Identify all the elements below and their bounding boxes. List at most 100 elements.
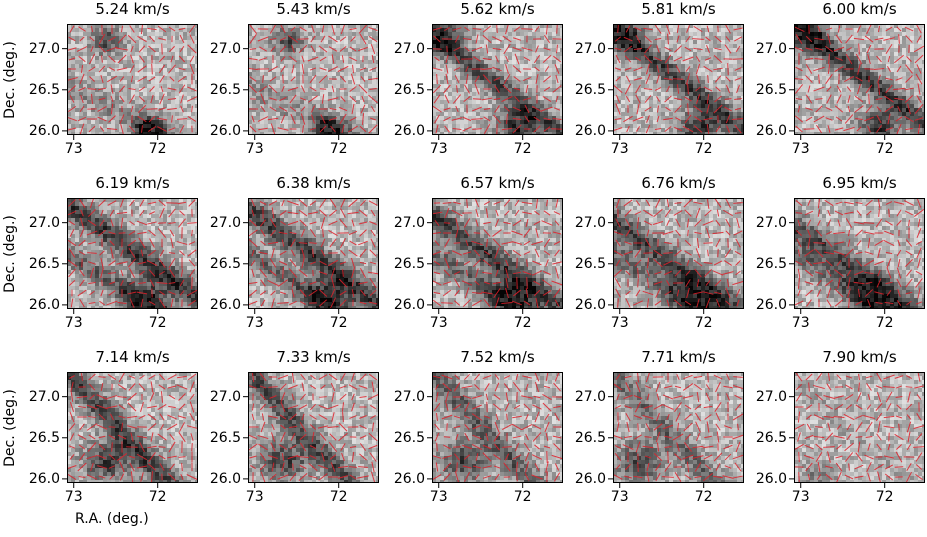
vector-segment [432,48,442,50]
intensity-pixel [364,76,369,81]
intensity-pixel [701,48,706,53]
intensity-pixel [336,116,341,121]
intensity-pixel [810,92,815,97]
intensity-pixel [637,96,642,101]
intensity-pixel [794,68,799,73]
intensity-pixel [179,32,184,37]
vector-segment [553,55,561,63]
intensity-pixel [818,68,823,73]
intensity-pixel [268,60,273,65]
intensity-pixel [520,28,525,33]
intensity-pixel [613,24,618,29]
intensity-pixel [328,40,333,45]
intensity-pixel [862,72,867,77]
intensity-pixel [356,80,361,85]
intensity-pixel [123,104,128,109]
intensity-pixel [135,32,140,37]
intensity-pixel [328,100,333,105]
intensity-pixel [344,104,349,109]
intensity-pixel [613,120,618,125]
intensity-pixel [292,24,297,29]
intensity-pixel [324,96,329,101]
vector-segment [667,33,669,45]
intensity-pixel [107,80,112,85]
intensity-pixel [484,56,489,61]
intensity-pixel [838,92,843,97]
intensity-pixel [665,36,670,41]
intensity-pixel [111,128,116,133]
intensity-pixel [107,52,112,57]
intensity-pixel [268,104,273,109]
intensity-pixel [440,108,445,113]
intensity-pixel [629,132,634,135]
intensity-pixel [484,80,489,85]
intensity-pixel [324,76,329,81]
intensity-pixel [902,92,907,97]
intensity-pixel [713,112,718,117]
intensity-pixel [633,120,638,125]
vector-segment [116,47,128,51]
vector-segment [169,45,175,53]
intensity-pixel [131,84,136,89]
vector-segment [452,127,462,131]
intensity-pixel [284,112,289,117]
intensity-pixel [524,28,529,33]
intensity-pixel [280,24,285,29]
intensity-pixel [898,92,903,97]
intensity-pixel [737,64,742,69]
intensity-pixel [67,108,72,113]
intensity-pixel [689,112,694,117]
vector-segment [531,105,543,113]
intensity-pixel [798,32,803,37]
intensity-pixel [532,56,537,61]
intensity-pixel [268,48,273,53]
intensity-pixel [528,24,533,29]
intensity-pixel [850,60,855,65]
intensity-pixel [617,28,622,33]
vector-segment [445,64,449,74]
intensity-pixel [308,112,313,117]
vector-segment [643,54,653,64]
intensity-pixel [806,48,811,53]
intensity-pixel [918,68,923,73]
vector-segment [88,125,96,133]
intensity-pixel [79,72,84,77]
intensity-pixel [701,40,706,45]
intensity-pixel [866,80,871,85]
vector-segment [656,96,660,102]
intensity-pixel [733,24,738,29]
vector-segment [686,25,690,33]
intensity-pixel [814,96,819,101]
intensity-pixel [681,108,686,113]
intensity-pixel [512,24,517,29]
intensity-pixel [340,44,345,49]
intensity-pixel [191,24,196,29]
intensity-pixel [798,64,803,69]
intensity-pixel [693,56,698,61]
intensity-pixel [713,52,718,57]
intensity-pixel [472,112,477,117]
intensity-pixel [143,60,148,65]
intensity-pixel [143,100,148,105]
intensity-pixel [296,76,301,81]
intensity-pixel [300,40,305,45]
intensity-pixel [368,92,373,97]
intensity-pixel [364,120,369,125]
intensity-pixel [725,24,730,29]
intensity-pixel [737,68,742,73]
intensity-pixel [276,24,281,29]
intensity-pixel [107,108,112,113]
intensity-pixel [87,76,92,81]
intensity-pixel [304,108,309,113]
intensity-pixel [360,124,365,129]
intensity-pixel [167,24,172,29]
intensity-pixel [320,132,325,135]
intensity-pixel [621,68,626,73]
intensity-pixel [67,60,72,65]
vector-segment [482,35,492,43]
y-tick-label: 26.0 [28,122,60,139]
intensity-pixel [376,92,379,97]
vector-segment [654,37,662,41]
vector-segment [369,117,377,121]
intensity-pixel [376,88,379,93]
